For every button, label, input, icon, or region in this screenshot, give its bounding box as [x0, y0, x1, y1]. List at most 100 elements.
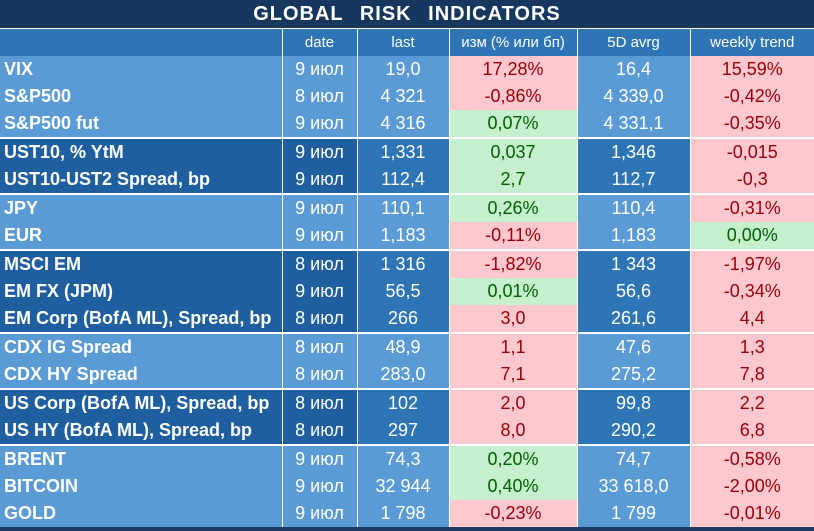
change-cell: 0,01%	[449, 278, 578, 305]
change-cell: 2,7	[449, 166, 578, 194]
date-cell: 9 июл	[282, 222, 358, 250]
change-cell: 0,07%	[449, 110, 578, 138]
five-day-average-cell: 16,4	[577, 56, 691, 83]
change-cell: 17,28%	[449, 56, 578, 83]
change-cell: 0,037	[449, 137, 578, 166]
date-cell: 9 июл	[282, 166, 358, 194]
weekly-trend-cell: -0,01%	[690, 500, 814, 527]
change-cell: 0,40%	[449, 473, 578, 500]
date-cell: 8 июл	[282, 417, 358, 445]
five-day-average-cell: 47,6	[577, 332, 691, 361]
weekly-trend-cell: -0,3	[690, 166, 814, 194]
weekly-trend-cell: 0,00%	[690, 222, 814, 250]
five-day-average-cell: 1 343	[577, 249, 691, 278]
indicator-name: UST10, % YtM	[0, 137, 283, 166]
five-day-average-cell: 33 618,0	[577, 473, 691, 500]
weekly-trend-cell: 6,8	[690, 417, 814, 445]
five-day-average-cell: 112,7	[577, 166, 691, 194]
indicator-name: US HY (BofA ML), Spread, bp	[0, 417, 283, 445]
change-cell: 8,0	[449, 417, 578, 445]
five-day-average-cell: 74,7	[577, 444, 691, 473]
date-cell: 9 июл	[282, 278, 358, 305]
indicator-name: BITCOIN	[0, 473, 283, 500]
last-value-cell: 283,0	[357, 361, 450, 389]
table-row: S&P500 8 июл 4 321 -0,86% 4 339,0 -0,42%	[0, 83, 814, 110]
weekly-trend-cell: -2,00%	[690, 473, 814, 500]
last-value-cell: 1 316	[357, 249, 450, 278]
weekly-trend-cell: -0,34%	[690, 278, 814, 305]
table-row: UST10, % YtM 9 июл 1,331 0,037 1,346 -0,015	[0, 137, 814, 166]
last-value-cell: 48,9	[357, 332, 450, 361]
table-row: EM FX (JPM) 9 июл 56,5 0,01% 56,6 -0,34%	[0, 278, 814, 305]
weekly-trend-cell: -0,42%	[690, 83, 814, 110]
indicator-name: CDX HY Spread	[0, 361, 283, 389]
indicator-name: S&P500 fut	[0, 110, 283, 138]
date-cell: 8 июл	[282, 249, 358, 278]
table-row: EM Corp (BofA ML), Spread, bp 8 июл 266 3,0…	[0, 305, 814, 333]
last-value-cell: 266	[357, 305, 450, 333]
last-value-cell: 102	[357, 388, 450, 417]
weekly-trend-cell: 1,3	[690, 332, 814, 361]
five-day-average-cell: 275,2	[577, 361, 691, 389]
weekly-trend-cell: 15,59%	[690, 56, 814, 83]
change-cell: -0,11%	[449, 222, 578, 250]
indicator-name: BRENT	[0, 444, 283, 473]
last-value-cell: 112,4	[357, 166, 450, 194]
last-value-cell: 1,331	[357, 137, 450, 166]
indicator-name: VIX	[0, 56, 283, 83]
change-cell: 0,20%	[449, 444, 578, 473]
indicator-name: EUR	[0, 222, 283, 250]
date-cell: 9 июл	[282, 444, 358, 473]
indicator-name: US Corp (BofA ML), Spread, bp	[0, 388, 283, 417]
change-cell: -0,23%	[449, 500, 578, 527]
change-cell: 0,26%	[449, 193, 578, 222]
date-cell: 8 июл	[282, 332, 358, 361]
date-cell: 8 июл	[282, 388, 358, 417]
table-row: EUR 9 июл 1,183 -0,11% 1,183 0,00%	[0, 222, 814, 250]
table-row: S&P500 fut 9 июл 4 316 0,07% 4 331,1 -0,35%	[0, 110, 814, 138]
weekly-trend-cell: -1,97%	[690, 249, 814, 278]
weekly-trend-cell: -0,58%	[690, 444, 814, 473]
weekly-trend-cell: -0,015	[690, 137, 814, 166]
table-row: BRENT 9 июл 74,3 0,20% 74,7 -0,58%	[0, 444, 814, 473]
five-day-average-cell: 110,4	[577, 193, 691, 222]
header-last: last	[357, 29, 450, 56]
five-day-average-cell: 1 799	[577, 500, 691, 527]
table-row: VIX 9 июл 19,0 17,28% 16,4 15,59%	[0, 56, 814, 83]
last-value-cell: 1,183	[357, 222, 450, 250]
five-day-average-cell: 4 331,1	[577, 110, 691, 138]
indicator-name: S&P500	[0, 83, 283, 110]
date-cell: 9 июл	[282, 137, 358, 166]
table-row: BITCOIN 9 июл 32 944 0,40% 33 618,0 -2,00%	[0, 473, 814, 500]
table-row: US Corp (BofA ML), Spread, bp 8 июл 102 2,0…	[0, 388, 814, 417]
indicator-name: UST10-UST2 Spread, bp	[0, 166, 283, 194]
header-change: изм (% или бп)	[449, 29, 578, 56]
date-cell: 8 июл	[282, 305, 358, 333]
five-day-average-cell: 290,2	[577, 417, 691, 445]
weekly-trend-cell: 4,4	[690, 305, 814, 333]
date-cell: 9 июл	[282, 193, 358, 222]
change-cell: 1,1	[449, 332, 578, 361]
risk-indicators-table: date last изм (% или бп) 5D avrg weekly …	[0, 29, 814, 527]
table-row: MSCI EM 8 июл 1 316 -1,82% 1 343 -1,97%	[0, 249, 814, 278]
five-day-average-cell: 1,346	[577, 137, 691, 166]
five-day-average-cell: 56,6	[577, 278, 691, 305]
indicator-name: JPY	[0, 193, 283, 222]
header-row: date last изм (% или бп) 5D avrg weekly …	[0, 29, 814, 56]
last-value-cell: 32 944	[357, 473, 450, 500]
table-title: GLOBAL RISK INDICATORS	[0, 0, 814, 29]
indicator-name: EM Corp (BofA ML), Spread, bp	[0, 305, 283, 333]
table-row: US HY (BofA ML), Spread, bp 8 июл 297 8,0 29…	[0, 417, 814, 445]
weekly-trend-cell: -0,31%	[690, 193, 814, 222]
change-cell: -1,82%	[449, 249, 578, 278]
date-cell: 9 июл	[282, 500, 358, 527]
last-value-cell: 4 321	[357, 83, 450, 110]
last-value-cell: 74,3	[357, 444, 450, 473]
five-day-average-cell: 4 339,0	[577, 83, 691, 110]
header-name	[0, 29, 283, 56]
table-row: UST10-UST2 Spread, bp 9 июл 112,4 2,7 112,7-…	[0, 166, 814, 194]
header-weekly-trend: weekly trend	[690, 29, 814, 56]
change-cell: 2,0	[449, 388, 578, 417]
indicator-name: CDX IG Spread	[0, 332, 283, 361]
weekly-trend-cell: -0,35%	[690, 110, 814, 138]
